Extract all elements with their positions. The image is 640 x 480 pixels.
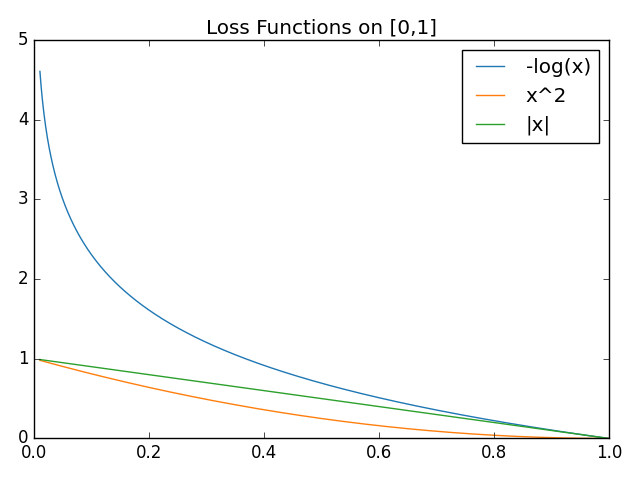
|x| — [266, 389, 274, 395]
Line: -log(x): -log(x) — [40, 72, 609, 438]
Line: x^2: x^2 — [40, 360, 609, 438]
-log(x) — [94, 261, 102, 266]
Line: |x|: |x| — [40, 360, 609, 438]
|x| — [36, 357, 44, 362]
x^2 — [287, 411, 294, 417]
-log(x) — [605, 435, 612, 441]
x^2 — [94, 372, 102, 378]
-log(x) — [490, 418, 498, 423]
x^2 — [36, 358, 44, 363]
x^2 — [490, 432, 498, 438]
-log(x) — [427, 406, 435, 412]
Title: Loss Functions on [0,1]: Loss Functions on [0,1] — [206, 18, 437, 37]
Legend: -log(x), x^2, |x|: -log(x), x^2, |x| — [461, 50, 599, 144]
x^2 — [480, 432, 488, 438]
x^2 — [427, 428, 435, 433]
|x| — [427, 411, 435, 417]
|x| — [480, 418, 488, 424]
-log(x) — [287, 371, 294, 377]
|x| — [287, 391, 294, 397]
x^2 — [266, 408, 274, 414]
|x| — [94, 365, 102, 371]
|x| — [490, 420, 498, 425]
-log(x) — [36, 69, 44, 74]
-log(x) — [266, 365, 274, 371]
-log(x) — [480, 416, 488, 422]
x^2 — [605, 435, 612, 441]
|x| — [605, 435, 612, 441]
